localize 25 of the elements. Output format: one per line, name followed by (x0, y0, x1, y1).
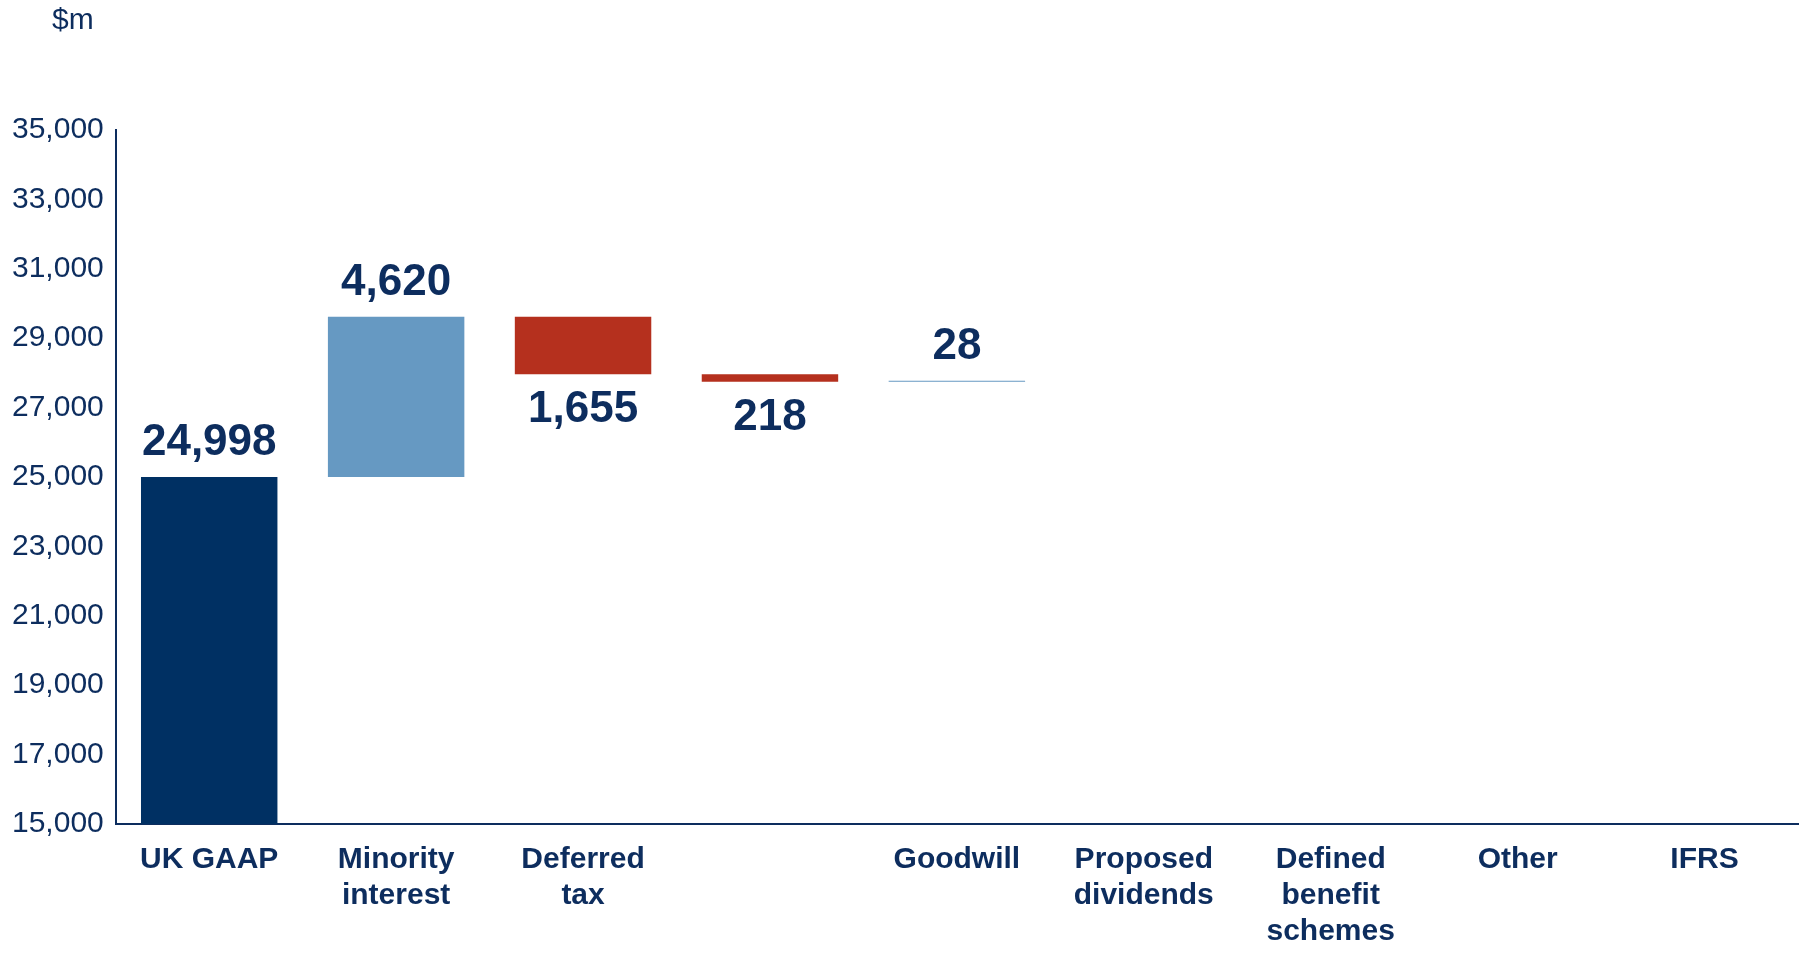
y-axis-title: $m (52, 2, 94, 36)
y-tick-label: 17,000 (11, 735, 104, 769)
data-label: 4,620 (341, 254, 452, 304)
x-tick-label: UK GAAP (140, 841, 279, 875)
x-tick-label: IFRS (1670, 841, 1739, 875)
y-tick-label: 25,000 (11, 458, 104, 492)
data-label: 1,655 (527, 382, 639, 432)
x-tick-label: Other (1477, 841, 1558, 875)
x-tick-label: Deferred tax (521, 841, 645, 911)
y-tick-label: 21,000 (11, 597, 104, 631)
y-tick-label: 29,000 (11, 319, 104, 353)
y-tick-label: 23,000 (11, 527, 104, 561)
data-label: 24,998 (141, 415, 277, 465)
y-tick-label: 33,000 (11, 180, 104, 214)
x-tick-label: Proposed dividends (1073, 841, 1214, 911)
data-label: 218 (733, 389, 807, 439)
y-tick-label: 15,000 (11, 805, 104, 839)
x-tick-label: Goodwill (893, 841, 1021, 875)
y-tick-label: 35,000 (11, 111, 104, 145)
y-tick-label: 31,000 (11, 250, 104, 284)
y-tick-label: 19,000 (11, 666, 104, 700)
y-tick-label: 27,000 (11, 388, 104, 422)
x-tick-label: Minority interest (337, 841, 455, 911)
data-label: 28 (932, 318, 982, 368)
x-tick-label: Defined benefit schemes (1266, 841, 1395, 947)
